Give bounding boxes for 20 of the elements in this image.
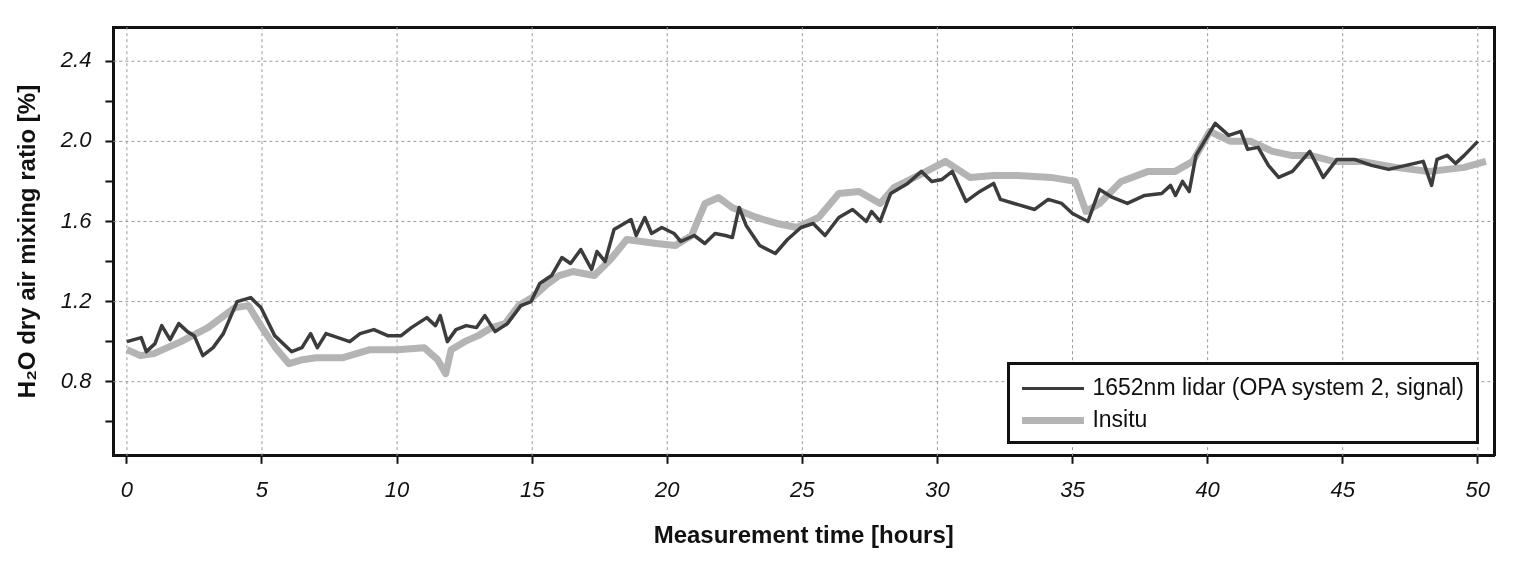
x-tick-label: 20 [654,477,681,503]
x-tick-label: 5 [255,477,269,503]
x-tick-label: 50 [1465,477,1491,503]
x-tick-label: 45 [1330,477,1356,503]
x-tick-label: 30 [925,477,951,503]
x-tick-label: 10 [384,477,411,503]
y-tick-label: 1.6 [60,207,93,233]
x-tick-label: 40 [1195,477,1221,503]
x-tick-label: 25 [789,477,816,503]
y-tick-label: 0.8 [60,367,93,393]
y-tick-label: 2.4 [59,47,92,73]
x-tick-label: 0 [120,477,134,503]
x-tick-label: 15 [519,477,546,503]
y-tick-label: 1.2 [60,287,92,313]
legend-label: 1652nm lidar (OPA system 2, signal) [1092,373,1464,400]
y-axis-title: H₂O dry air mixing ratio [%] [13,84,41,399]
legend-label: Insitu [1092,405,1148,432]
x-axis-title: Measurement time [hours] [653,521,954,549]
x-tick-label: 35 [1060,477,1086,503]
y-tick-label: 2.0 [59,127,93,153]
